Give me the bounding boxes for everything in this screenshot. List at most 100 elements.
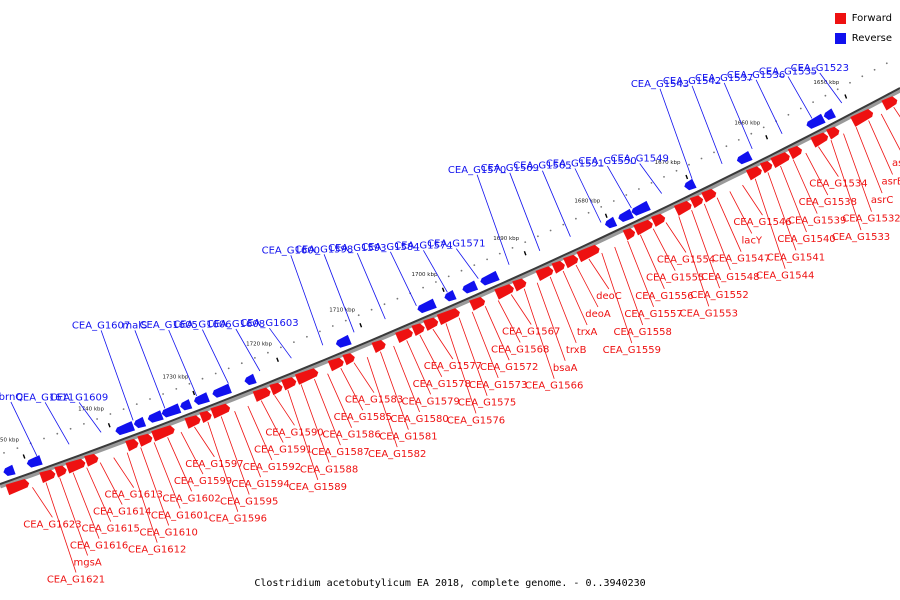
forward-gene-arrow <box>184 415 201 429</box>
forward-gene-arrow <box>633 219 653 236</box>
track-dot <box>511 247 514 249</box>
forward-gene-label: CEA_G1573 <box>469 380 527 391</box>
reverse-gene-label: CEA_G1537 <box>695 73 753 84</box>
reverse-gene-label: CEA_G1600 <box>262 245 320 256</box>
forward-leader-line <box>497 300 521 343</box>
forward-gene-label: CEA_G1602 <box>162 493 220 504</box>
track-dot <box>3 452 5 454</box>
reverse-leader-line <box>235 328 261 372</box>
reverse-leader-line <box>509 172 541 251</box>
forward-leader-line <box>45 482 77 573</box>
forward-gene-label: CEA_G1554 <box>657 255 715 266</box>
reverse-gene-arrow <box>736 151 753 165</box>
legend-reverse: Reverse <box>834 28 892 48</box>
forward-gene-arrow <box>622 228 636 241</box>
forward-leader-line <box>353 362 375 393</box>
forward-leader-line <box>140 447 170 526</box>
forward-gene-arrow <box>151 425 175 442</box>
reverse-leader-line <box>476 174 510 265</box>
forward-gene-arrow <box>395 328 413 343</box>
forward-leader-line <box>510 294 532 325</box>
reverse-gene-label: CEA_G1593 <box>328 243 386 254</box>
forward-gene-arrow <box>551 260 565 274</box>
forward-leader-line <box>640 234 665 289</box>
reverse-leader-line <box>723 82 753 150</box>
track-dot <box>675 169 678 172</box>
reverse-gene-arrow <box>462 280 479 294</box>
reverse-gene-arrow <box>444 290 457 302</box>
map-caption: Clostridium acetobutylicum EA 2018, comp… <box>254 578 646 589</box>
reverse-leader-line <box>202 329 229 384</box>
track-dot <box>435 281 437 283</box>
forward-gene-arrow <box>54 465 67 478</box>
reverse-gene-label: CEA_G1608 <box>207 319 265 330</box>
forward-gene-arrow <box>689 195 704 209</box>
forward-gene-label: deoC <box>596 291 622 302</box>
tick-label: 1670 kbp <box>655 160 681 166</box>
forward-leader-line <box>234 411 261 478</box>
forward-gene-label: CEA_G1553 <box>680 308 738 319</box>
forward-gene-arrow <box>745 166 762 181</box>
forward-gene-arrow <box>759 161 773 174</box>
reverse-leader-line <box>787 76 813 119</box>
track-dot <box>473 264 476 266</box>
forward-leader-line <box>652 228 676 271</box>
reverse-gene-arrow <box>417 298 437 314</box>
track-dot <box>849 81 851 84</box>
forward-leader-line <box>588 258 610 290</box>
forward-gene-label: CEA_G1613 <box>105 490 163 501</box>
legend: Forward Reverse <box>834 8 892 48</box>
forward-leader-line <box>893 106 900 118</box>
track-dot <box>240 362 243 365</box>
forward-gene-arrow <box>469 296 486 311</box>
forward-gene-arrow <box>84 453 99 467</box>
forward-gene-label: CEA_G1566 <box>525 381 583 392</box>
tick-mark <box>685 174 689 180</box>
reverse-leader-line <box>390 251 417 306</box>
forward-leader-line <box>113 457 135 488</box>
forward-gene-arrow <box>535 266 554 281</box>
track-dot <box>575 217 577 220</box>
forward-leader-line <box>729 191 753 234</box>
forward-leader-line <box>300 384 330 463</box>
legend-forward-label: Forward <box>851 12 892 24</box>
forward-leader-line <box>72 472 100 539</box>
forward-leader-line <box>868 120 893 175</box>
track-dot <box>344 319 347 322</box>
forward-leader-line <box>432 328 454 360</box>
reverse-gene-label: CEA_G1611 <box>16 392 74 403</box>
forward-leader-line <box>691 209 720 289</box>
reverse-gene-label: CEA_G1574 <box>394 240 452 251</box>
forward-gene-arrow <box>770 152 790 168</box>
forward-gene-arrow <box>137 433 153 447</box>
forward-gene-label: CEA_G1599 <box>174 476 232 487</box>
forward-leader-line <box>153 442 181 509</box>
reverse-leader-line <box>639 163 663 194</box>
tick-label: 1690 kbp <box>493 236 519 242</box>
reverse-leader-line <box>574 168 602 223</box>
legend-reverse-label: Reverse <box>851 32 892 44</box>
track-dot <box>885 62 888 65</box>
track-dot <box>16 447 19 449</box>
reverse-gene-label: CEA_G1607 <box>72 320 130 331</box>
reverse-leader-line <box>607 165 632 209</box>
forward-gene-arrow <box>327 357 344 372</box>
track-dot <box>293 341 295 343</box>
forward-leader-line <box>536 282 566 361</box>
reverse-gene-label: CEA_G1549 <box>611 154 669 165</box>
tick-mark <box>844 94 848 99</box>
forward-gene-label: CEA_G1581 <box>379 432 437 443</box>
track-dot <box>486 258 488 261</box>
reverse-gene-arrow <box>605 216 618 229</box>
forward-gene-label: CEA_G1548 <box>701 272 759 283</box>
forward-gene-arrow <box>210 403 231 419</box>
track-dot <box>357 314 360 317</box>
track-dot <box>562 223 565 226</box>
reverse-gene-arrow <box>180 399 193 411</box>
forward-gene-arrow <box>39 469 56 483</box>
forward-gene-label: CEA_G1556 <box>635 291 693 302</box>
forward-gene-label: CEA_G1596 <box>209 514 267 525</box>
track-dot <box>737 139 740 141</box>
forward-leader-line <box>484 306 510 361</box>
